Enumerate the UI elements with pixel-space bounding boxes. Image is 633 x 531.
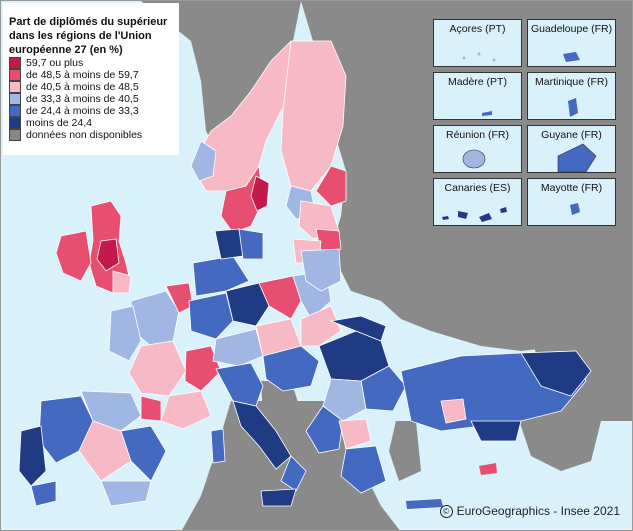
inset-map: Madère (PT) <box>433 72 522 120</box>
region-british-isles <box>55 200 132 294</box>
region-nordics <box>190 40 347 264</box>
inset-label: Canaries (ES) <box>444 182 511 194</box>
legend-title: Part de diplômés du supérieur dans les r… <box>9 16 168 56</box>
inset-label: Guadeloupe (FR) <box>530 23 613 35</box>
inset-map: Mayotte (FR) <box>527 178 616 226</box>
inset-shape <box>557 143 597 173</box>
legend-swatch <box>9 117 21 129</box>
legend-label: de 48,5 à moins de 59,7 <box>26 69 139 81</box>
legend-label: de 40,5 à moins de 48,5 <box>26 81 139 93</box>
legend-label: moins de 24,4 <box>26 117 92 129</box>
legend-row: de 24,4 à moins de 33,3 <box>9 105 179 117</box>
legend-label: de 33,3 à moins de 40,5 <box>26 93 139 105</box>
inset-label: Madère (PT) <box>448 76 507 88</box>
inset-shape <box>563 52 580 62</box>
legend-swatch <box>9 69 21 81</box>
legend-label: données non disponibles <box>26 129 143 141</box>
inset-shape <box>462 52 496 62</box>
legend-swatch <box>9 57 21 69</box>
inset-map: Guadeloupe (FR) <box>527 19 616 67</box>
legend-row: de 48,5 à moins de 59,7 <box>9 69 179 81</box>
inset-label: Açores (PT) <box>449 23 506 35</box>
inset-map: Réunion (FR) <box>433 125 522 173</box>
region-eastern-europe <box>262 248 407 494</box>
region-iberia <box>18 390 167 507</box>
inset-shape <box>462 149 486 169</box>
inset-shape <box>570 203 580 215</box>
legend-row: données non disponibles <box>9 129 179 141</box>
island-crete <box>406 499 443 509</box>
inset-map: Canaries (ES) <box>433 178 522 226</box>
inset-label: Martinique (FR) <box>535 76 608 88</box>
inset-shape <box>568 98 578 117</box>
legend-swatch <box>9 81 21 93</box>
map-legend: Part de diplômés du supérieur dans les r… <box>3 3 179 155</box>
legend-swatch <box>9 129 21 141</box>
legend-row: moins de 24,4 <box>9 117 179 129</box>
island-cyprus <box>479 463 497 475</box>
inset-map: Martinique (FR) <box>527 72 616 120</box>
legend-row: de 33,3 à moins de 40,5 <box>9 93 179 105</box>
legend-swatch <box>9 105 21 117</box>
legend-row: de 40,5 à moins de 48,5 <box>9 81 179 93</box>
copyright-icon: © <box>439 504 453 518</box>
region-anatolia <box>400 350 592 442</box>
inset-shape <box>482 111 492 116</box>
inset-map: Açores (PT) <box>433 19 522 67</box>
legend-items: 59,7 ou plus de 48,5 à moins de 59,7 de 40… <box>3 57 179 141</box>
legend-row: 59,7 ou plus <box>9 57 179 69</box>
map-credit: © EuroGeographics - Insee 2021 <box>439 504 620 518</box>
legend-label: de 24,4 à moins de 33,3 <box>26 105 139 117</box>
credit-text: EuroGeographics - Insee 2021 <box>456 504 620 518</box>
inset-label: Guyane (FR) <box>541 129 602 141</box>
inset-label: Réunion (FR) <box>445 129 510 141</box>
region-italy <box>210 362 307 507</box>
inset-shape <box>442 207 507 222</box>
region-western-europe <box>108 228 342 430</box>
legend-swatch <box>9 93 21 105</box>
inset-label: Mayotte (FR) <box>540 182 603 194</box>
inset-map: Guyane (FR) <box>527 125 616 173</box>
legend-label: 59,7 ou plus <box>26 57 84 69</box>
